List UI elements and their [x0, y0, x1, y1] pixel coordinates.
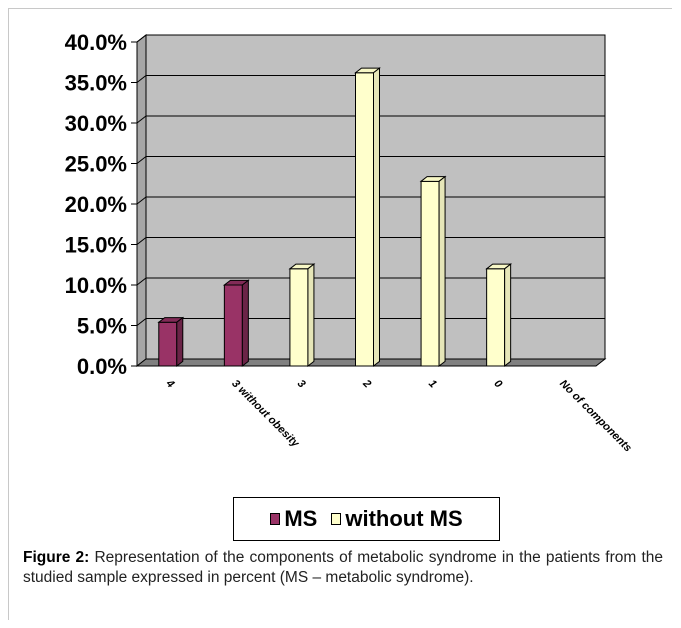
bar-side — [307, 263, 315, 368]
legend-swatch-ms — [270, 513, 281, 525]
y-tick-label: 0.0% — [77, 354, 127, 379]
bar-side — [241, 279, 249, 368]
chart-legend: MS without MS — [233, 497, 500, 541]
gridline — [136, 277, 605, 286]
x-tick-label: 3 without obesity — [229, 378, 302, 451]
y-tick-label: 30.0% — [65, 111, 127, 136]
gridline — [136, 318, 605, 326]
figure-caption: Figure 2: Representation of the componen… — [23, 548, 663, 588]
legend-label-ms: MS — [284, 506, 318, 531]
caption-text: Representation of the components of meta… — [23, 549, 664, 586]
x-tick-label: 4 — [163, 377, 177, 391]
caption-label: Figure 2: — [23, 549, 90, 566]
legend-label-without-ms: without MS — [345, 506, 463, 531]
y-tick-label: 5.0% — [77, 314, 127, 339]
gridline — [136, 237, 605, 245]
bar-front — [355, 72, 374, 367]
x-tick-label: 1 — [426, 378, 439, 391]
bar-side — [373, 67, 380, 368]
x-tick-label: No of components — [557, 378, 634, 455]
figure-frame — [8, 8, 672, 620]
y-tick-label: 35.0% — [65, 71, 127, 96]
bar-front — [486, 268, 506, 367]
legend-swatch-without-ms — [331, 513, 342, 525]
bar-front — [420, 180, 440, 367]
bar-front — [223, 284, 243, 367]
legend-item-ms: MS — [270, 506, 317, 532]
y-tick-label: 10.0% — [65, 273, 127, 298]
x-tick-label: 0 — [492, 378, 505, 391]
bar-side — [438, 175, 446, 368]
y-tick-label: 40.0% — [65, 30, 127, 55]
y-tick-label: 20.0% — [65, 192, 127, 217]
gridline — [136, 115, 605, 124]
bar-side — [504, 263, 512, 368]
x-tick-label: 2 — [360, 377, 374, 391]
legend-item-without-ms: without MS — [331, 506, 463, 532]
gridline — [136, 196, 605, 205]
bar-side — [176, 316, 184, 368]
gridline — [136, 34, 605, 43]
bar-front — [289, 268, 309, 367]
gridline — [136, 156, 605, 164]
bar-front — [158, 321, 178, 367]
y-tick-label: 15.0% — [65, 233, 127, 258]
gridline — [136, 75, 605, 83]
y-tick-label: 25.0% — [65, 152, 127, 177]
x-tick-label: 3 — [295, 378, 308, 391]
chart: 0.0%5.0%10.0%15.0%20.0%25.0%30.0%35.0%40… — [65, 30, 634, 455]
